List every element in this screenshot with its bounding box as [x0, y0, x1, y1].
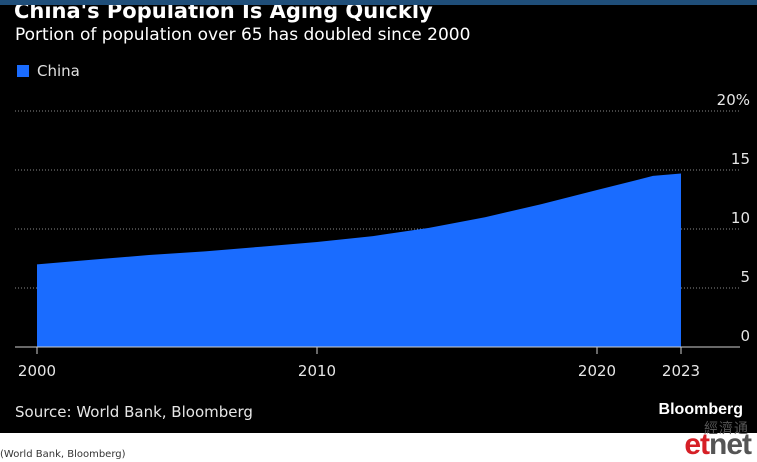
- x-tick-label-2000: 2000: [18, 362, 56, 380]
- y-tick-label-5: 5: [740, 268, 750, 286]
- bloomberg-logo: Bloomberg: [659, 401, 743, 419]
- series-layer: [37, 173, 681, 347]
- watermark-net: net: [709, 428, 751, 461]
- etnet-watermark-logo: etnet: [684, 428, 751, 462]
- watermark-et: et: [684, 428, 709, 461]
- x-tick-label-2020: 2020: [578, 362, 616, 380]
- y-tick-label-0: 0: [740, 327, 750, 345]
- x-tick-label-2023: 2023: [662, 362, 700, 380]
- image-caption: (World Bank, Bloomberg): [0, 449, 126, 460]
- y-tick-label-15: 15: [731, 150, 750, 168]
- area-chart: 2000 2010 2020 2023 0 5 10 15 20%: [0, 5, 757, 433]
- y-tick-label-10: 10: [731, 209, 750, 227]
- area-series-china: [37, 174, 681, 347]
- y-axis-labels: 0 5 10 15 20%: [717, 91, 750, 345]
- x-tick-label-2010: 2010: [298, 362, 336, 380]
- y-tick-label-20: 20%: [717, 91, 750, 109]
- x-axis: 2000 2010 2020 2023: [15, 347, 740, 380]
- chart-panel: China's Population Is Aging Quickly Port…: [0, 5, 757, 433]
- source-note: Source: World Bank, Bloomberg: [15, 403, 253, 421]
